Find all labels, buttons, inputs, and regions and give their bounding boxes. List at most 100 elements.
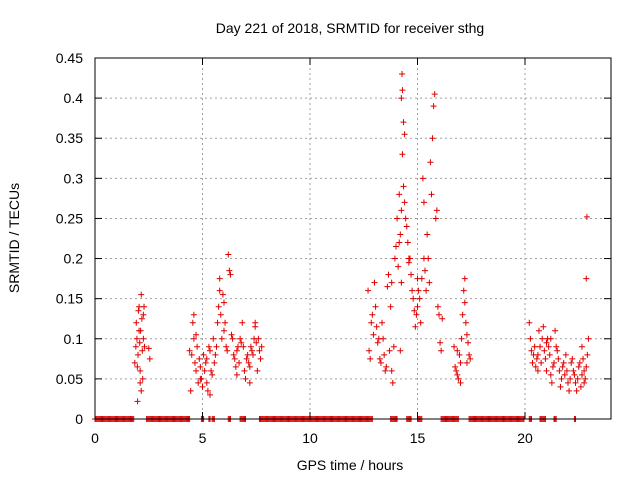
y-tick-label: 0 [75, 411, 83, 427]
data-point [529, 359, 536, 366]
data-point [569, 355, 576, 362]
data-point [208, 367, 215, 374]
data-point [138, 315, 145, 322]
data-point [565, 379, 571, 386]
data-point [416, 295, 423, 302]
data-point [223, 343, 230, 350]
data-point [221, 327, 227, 334]
data-point [401, 199, 408, 206]
data-point [423, 287, 430, 294]
data-point [374, 339, 381, 346]
plot-frame [94, 57, 612, 420]
data-point [395, 263, 402, 270]
data-point [451, 343, 458, 350]
data-point [187, 387, 194, 394]
data-point [135, 307, 142, 314]
data-point [461, 275, 468, 282]
data-point [532, 363, 539, 370]
data-point [397, 231, 404, 238]
data-point [387, 303, 394, 310]
data-point [138, 387, 145, 394]
data-point [227, 271, 234, 278]
data-point [399, 71, 406, 78]
data-point [413, 311, 420, 318]
data-point [241, 367, 248, 374]
data-point [426, 279, 433, 286]
data-point [214, 319, 221, 326]
data-point [244, 351, 251, 358]
y-tick-label: 0.05 [56, 371, 83, 387]
data-point [203, 355, 210, 362]
data-point [134, 398, 141, 405]
data-point [136, 327, 143, 334]
data-point [408, 271, 415, 278]
data-point [133, 319, 140, 326]
axis-ticks: 0 0.05 0.1 0.15 0.2 0.25 0.3 0.35 0.4 0.45 0 5 10 15 2… [56, 50, 611, 446]
data-point [189, 319, 196, 326]
data-point [376, 355, 383, 362]
data-point [137, 379, 144, 386]
data-point [132, 343, 139, 350]
data-point [146, 355, 153, 362]
data-point [417, 319, 424, 326]
data-point [533, 355, 540, 362]
data-point [412, 323, 419, 330]
data-point [140, 335, 147, 342]
data-point [245, 359, 252, 366]
data-point [389, 379, 396, 386]
data-point [366, 347, 373, 354]
data-point [415, 287, 422, 294]
x-tick-label: 15 [410, 430, 426, 446]
data-point [528, 347, 535, 354]
data-point [463, 331, 470, 338]
data-point [575, 363, 582, 370]
data-point [582, 375, 589, 382]
data-point [583, 363, 590, 370]
data-point [210, 335, 217, 342]
data-point [242, 375, 249, 382]
data-point [139, 375, 146, 382]
data-point [428, 191, 435, 198]
data-point [429, 135, 436, 142]
data-point [401, 131, 408, 138]
data-point [534, 351, 541, 358]
data-point [201, 367, 208, 374]
data-point [138, 291, 145, 298]
data-point [139, 347, 146, 354]
data-point [410, 295, 417, 302]
data-point [431, 91, 438, 98]
data-point [551, 359, 558, 366]
data-point [561, 371, 568, 378]
data-point [388, 367, 395, 374]
data-point [135, 351, 141, 358]
data-point [194, 343, 201, 350]
data-point [141, 303, 148, 310]
data-point [190, 335, 197, 342]
data-point [398, 207, 405, 214]
data-point [396, 191, 403, 198]
data-point [197, 375, 204, 382]
data-point [236, 359, 243, 366]
data-point [535, 327, 542, 334]
data-point [456, 351, 463, 358]
data-point [377, 359, 384, 366]
data-point [548, 379, 555, 386]
data-point [463, 359, 470, 366]
data-point [368, 319, 375, 326]
data-point [455, 375, 462, 382]
data-point [543, 339, 550, 346]
data-point [556, 367, 563, 374]
data-point [258, 343, 265, 350]
data-point [567, 375, 574, 382]
data-point [207, 391, 214, 398]
data-point [145, 345, 152, 352]
data-point [574, 375, 581, 382]
data-point [391, 255, 398, 262]
data-point [253, 339, 260, 346]
data-point [224, 347, 231, 354]
data-point [458, 335, 465, 342]
data-point [543, 367, 550, 374]
data-point [232, 363, 239, 370]
data-point [200, 351, 207, 358]
